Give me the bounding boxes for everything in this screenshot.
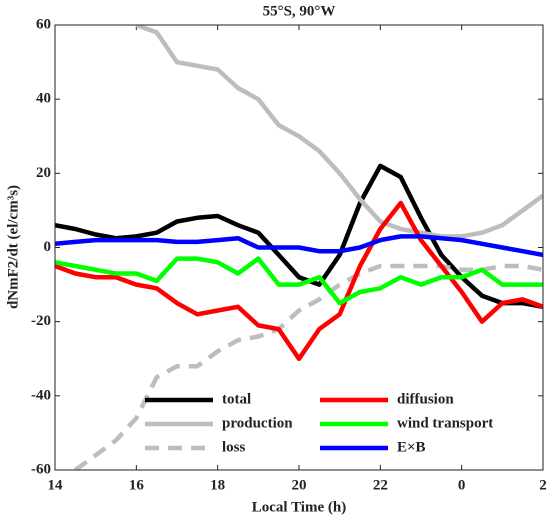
y-tick-label: 20: [36, 165, 51, 181]
y-tick-label: 60: [36, 16, 51, 32]
series-line: [55, 200, 543, 362]
y-tick-label: -40: [31, 387, 51, 403]
x-tick-label: 18: [210, 477, 225, 493]
x-tick-label: 22: [373, 477, 388, 493]
series-line: [55, 256, 543, 306]
series-line: [73, 263, 543, 470]
y-tick-label: 0: [44, 239, 52, 255]
legend-label: diffusion: [397, 391, 454, 407]
legend-label: total: [222, 391, 251, 407]
legend-label: E×B: [397, 439, 426, 455]
y-tick-label: -20: [31, 313, 51, 329]
legend-label: loss: [222, 439, 246, 455]
y-tick-label: -60: [31, 461, 51, 477]
x-tick-label: 20: [292, 477, 307, 493]
x-tick-label: 2: [539, 477, 547, 493]
plot-frame: [54, 24, 544, 471]
chart-title: 55°S, 90°W: [263, 3, 336, 19]
x-tick-label: 16: [129, 477, 145, 493]
x-tick-label: 14: [48, 477, 64, 493]
y-tick-label: 40: [36, 91, 51, 107]
y-axis-label: dNmF2/dt (el/cm³s): [5, 185, 21, 309]
legend-label: production: [222, 415, 293, 431]
legend-label: wind transport: [397, 415, 493, 431]
x-axis-label: Local Time (h): [252, 499, 346, 515]
x-tick-label: 0: [458, 477, 466, 493]
plot-lines: [55, 25, 543, 470]
series-line: [135, 25, 543, 239]
series-line: [55, 234, 543, 258]
